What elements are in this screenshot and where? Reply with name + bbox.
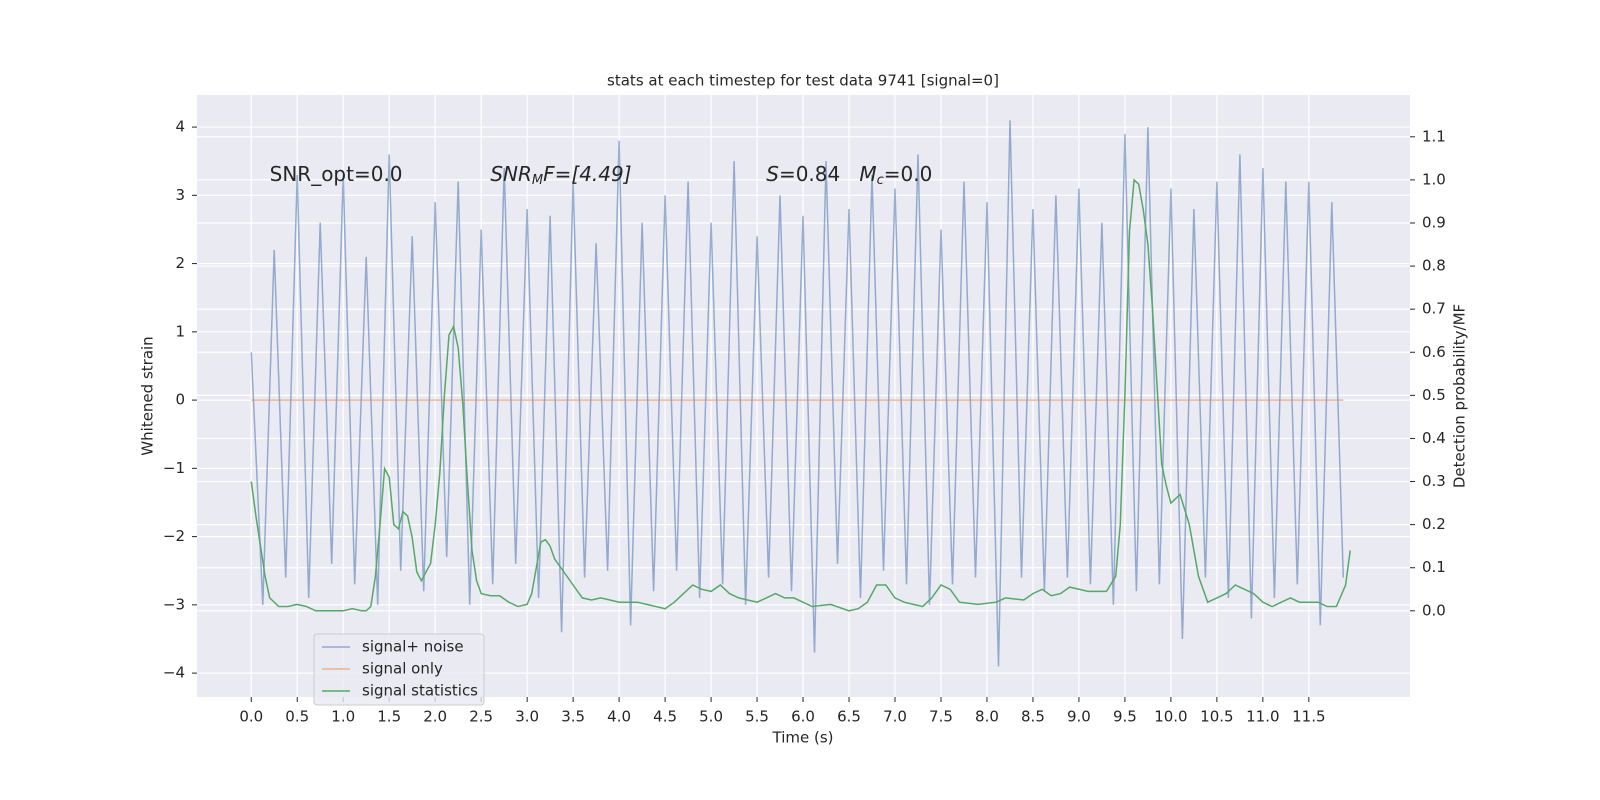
y2-tick-label: 0.0	[1422, 601, 1446, 619]
annotation: SNR_opt=0.0	[270, 161, 403, 185]
annotation-text: =0.0	[884, 161, 933, 185]
annotation-subscript: M	[532, 172, 543, 187]
y-tick-label: 4	[175, 118, 185, 136]
series-line	[250, 178, 1351, 612]
axes: 0.0 0.5 1.0 1.5 2.0 2.5 3.0 3.5 4.0 4.5 5.0 5.5 6.0 6…	[163, 118, 1446, 726]
x-tick-label: 10.5	[1200, 708, 1233, 726]
y2-tick-label: 0.1	[1422, 558, 1446, 576]
legend-box	[313, 633, 485, 706]
y2-tick-label: 0.7	[1422, 300, 1446, 318]
x-tick-label: 9.0	[1067, 708, 1091, 726]
x-tick-label: 3.5	[561, 708, 585, 726]
y2-tick-label: 0.4	[1422, 429, 1446, 447]
x-tick-label: 6.0	[791, 708, 815, 726]
legend: signal+ noise signal only signal statistic…	[313, 633, 485, 706]
annotation: SNRMF=[4.49]	[490, 161, 631, 187]
y2-tick-label: 0.2	[1422, 515, 1446, 533]
y2-axis-label: Detection probability/MF	[1451, 304, 1469, 488]
x-tick-label: 10.0	[1154, 708, 1187, 726]
x-tick-label: 11.5	[1292, 708, 1325, 726]
annotation: S=0.84 Mc=0.0	[766, 161, 932, 187]
x-tick-label: 9.5	[1113, 708, 1137, 726]
y2-tick-label: 0.8	[1422, 257, 1446, 275]
series-line	[250, 120, 1345, 667]
legend-label: signal only	[362, 660, 443, 678]
x-tick-label: 8.0	[975, 708, 999, 726]
x-tick-label: 7.0	[883, 708, 907, 726]
x-tick-label: 8.5	[1021, 708, 1045, 726]
x-tick-label: 1.0	[331, 708, 355, 726]
y-tick-label: −1	[163, 459, 185, 477]
x-tick-label: 7.5	[929, 708, 953, 726]
y-tick-label: 1	[175, 322, 185, 340]
y-tick-label: −2	[163, 527, 185, 545]
x-tick-label: 4.0	[607, 708, 631, 726]
x-tick-label: 2.0	[423, 708, 447, 726]
annotation-text: M	[859, 161, 876, 185]
y2-tick-label: 1.0	[1422, 170, 1446, 188]
x-tick-label: 5.0	[699, 708, 723, 726]
annotation-subscript: c	[877, 172, 884, 187]
y-tick-label: 0	[175, 391, 185, 409]
chart-title: stats at each timestep for test data 974…	[607, 72, 999, 90]
y-tick-label: −3	[163, 595, 185, 613]
y2-tick-label: 0.6	[1422, 343, 1446, 361]
legend-label: signal+ noise	[362, 638, 464, 656]
y-tick-label: 3	[175, 186, 185, 204]
x-tick-label: 11.0	[1246, 708, 1279, 726]
x-tick-label: 1.5	[377, 708, 401, 726]
x-tick-label: 4.5	[653, 708, 677, 726]
annotation-text: SNR_opt=0.0	[270, 161, 403, 185]
x-tick-label: 0.0	[239, 708, 263, 726]
y2-tick-label: 1.1	[1422, 127, 1446, 145]
legend-label: signal statistics	[362, 682, 478, 700]
x-axis-label: Time (s)	[772, 729, 834, 747]
x-tick-label: 5.5	[745, 708, 769, 726]
annotation-text: =0.84	[779, 161, 859, 185]
x-tick-label: 3.0	[515, 708, 539, 726]
y-axis-label: Whitened strain	[139, 336, 157, 455]
x-tick-label: 0.5	[285, 708, 309, 726]
y-tick-label: −4	[163, 664, 185, 682]
y2-tick-label: 0.3	[1422, 472, 1446, 490]
annotation-text: SNR	[490, 161, 532, 185]
y2-tick-label: 0.5	[1422, 386, 1446, 404]
annotation-text: F=[4.49]	[543, 161, 631, 185]
annotation-text: S	[766, 161, 779, 185]
x-tick-label: 2.5	[469, 708, 493, 726]
y-tick-label: 2	[175, 254, 185, 272]
x-tick-label: 6.5	[837, 708, 861, 726]
y2-tick-label: 0.9	[1422, 213, 1446, 231]
marks	[250, 120, 1351, 667]
